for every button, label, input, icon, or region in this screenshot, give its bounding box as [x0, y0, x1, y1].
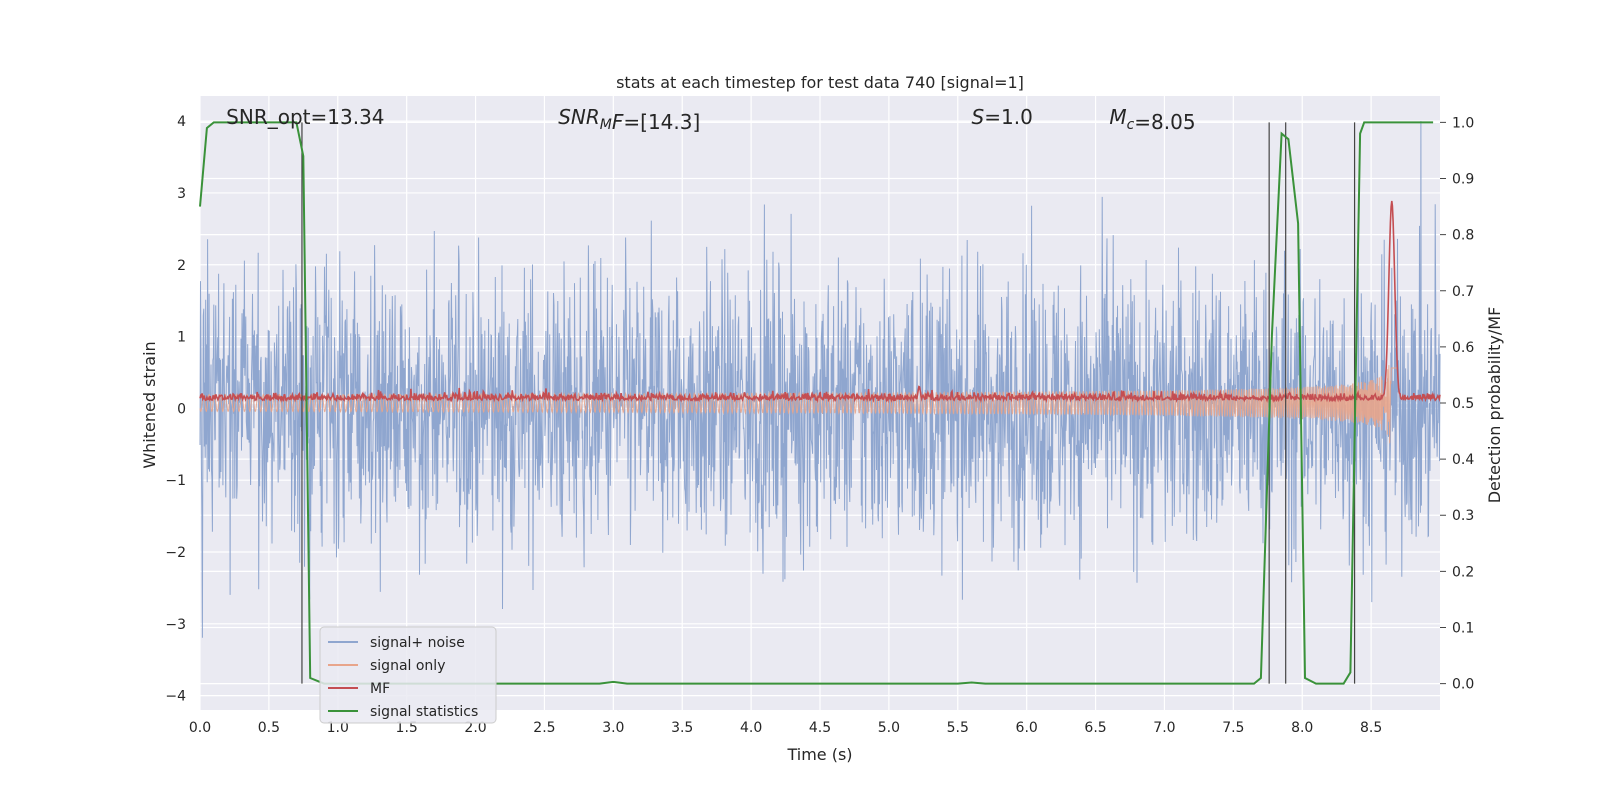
x-tick-label: 8.0: [1291, 720, 1313, 736]
y-tick-label-left: −3: [165, 617, 186, 633]
x-tick-label: 6.0: [1016, 720, 1038, 736]
mf-layer: [199, 200, 1441, 404]
y-tick-label-left: 2: [177, 258, 186, 274]
x-tick-label: 3.5: [671, 720, 693, 736]
x-tick-label: 1.0: [327, 720, 349, 736]
y-tick-label-right: 0.1: [1452, 620, 1474, 636]
series-signal-statistics: [199, 121, 1434, 685]
chart-title: stats at each timestep for test data 740…: [616, 73, 1024, 92]
y-tick-label-right: 0.2: [1452, 564, 1474, 580]
legend-label: signal statistics: [370, 704, 478, 720]
x-tick-label: 0.0: [189, 720, 211, 736]
ticks: 0.0 0.5 1.0 1.5 2.0 2.5 3.0 3.5 4.0 4.5 5.0 5.5 6.0 6…: [165, 114, 1474, 736]
annotation: S=1.0: [972, 105, 1033, 129]
y-tick-label-right: 0.0: [1452, 677, 1474, 693]
annotations: SNR_opt=13.34 SNRMF=[14.3] S=1.0 Mc=8.05: [226, 105, 1195, 134]
x-tick-label: 3.0: [602, 720, 624, 736]
legend: signal+ noise signal only MF signal statist…: [319, 626, 497, 724]
x-tick-label: 4.5: [809, 720, 831, 736]
legend-box: [319, 626, 497, 724]
x-tick-label: 4.0: [740, 720, 762, 736]
annotation: SNRMF=[14.3]: [558, 105, 700, 134]
x-tick-label: 2.5: [533, 720, 555, 736]
x-tick-label: 5.5: [947, 720, 969, 736]
y-tick-label-left: 3: [177, 186, 186, 202]
y-tick-label-left: 4: [177, 114, 186, 130]
x-tick-label: 0.5: [258, 720, 280, 736]
x-tick-label: 7.5: [1222, 720, 1244, 736]
y-tick-label-right: 0.9: [1452, 172, 1474, 188]
y-axis-label-left: Whitened strain: [140, 341, 159, 468]
y-tick-label-left: −4: [165, 689, 186, 705]
legend-label: signal only: [370, 658, 445, 674]
y-tick-label-right: 0.8: [1452, 228, 1474, 244]
y-tick-label-left: −2: [165, 545, 186, 561]
annotation: Mc=8.05: [1109, 105, 1195, 134]
x-tick-label: 6.5: [1084, 720, 1106, 736]
annotation: SNR_opt=13.34: [226, 105, 384, 129]
signal-statistics-layer: [199, 121, 1434, 685]
y-tick-label-left: 0: [177, 401, 186, 417]
y-tick-label-left: 1: [177, 330, 186, 346]
series-mf: [199, 200, 1441, 404]
y-tick-label-right: 0.3: [1452, 508, 1474, 524]
x-tick-label: 8.5: [1360, 720, 1382, 736]
y-tick-label-right: 0.5: [1452, 396, 1474, 412]
y-tick-label-right: 1.0: [1452, 115, 1474, 131]
legend-label: MF: [370, 681, 390, 697]
x-axis-label: Time (s): [786, 745, 852, 764]
legend-label: signal+ noise: [370, 635, 465, 651]
x-tick-label: 7.0: [1153, 720, 1175, 736]
y-tick-label-left: −1: [165, 473, 186, 489]
y-tick-label-right: 0.6: [1452, 340, 1474, 356]
y-tick-label-right: 0.4: [1452, 452, 1474, 468]
x-tick-label: 2.0: [464, 720, 486, 736]
x-tick-label: 1.5: [396, 720, 418, 736]
x-tick-label: 5.0: [878, 720, 900, 736]
y-axis-label-right: Detection probability/MF: [1485, 307, 1504, 504]
y-tick-label-right: 0.7: [1452, 284, 1474, 300]
